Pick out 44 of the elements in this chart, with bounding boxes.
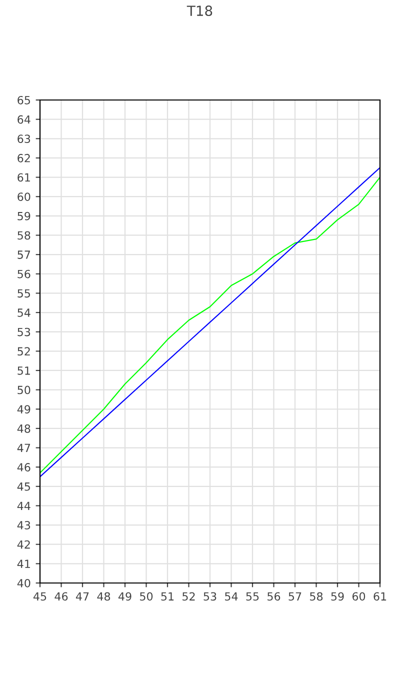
y-tick-label: 50 bbox=[18, 386, 30, 394]
x-tick-label: 56 bbox=[268, 592, 280, 601]
y-tick-label: 42 bbox=[17, 540, 30, 549]
y-tick-label: 53 bbox=[18, 328, 30, 336]
y-tick-label: 58 bbox=[18, 231, 30, 240]
y-tick-label: 45 bbox=[17, 482, 30, 491]
x-tick-label: 53 bbox=[204, 592, 216, 601]
y-tick-label: 59 bbox=[18, 212, 30, 220]
y-tick-label: 62 bbox=[18, 154, 30, 162]
x-tick-label: 59 bbox=[331, 592, 344, 601]
y-tick-label: 47 bbox=[17, 444, 30, 452]
y-tick-label: 52 bbox=[18, 347, 30, 356]
y-tick-label: 61 bbox=[18, 173, 30, 182]
y-tick-label: 60 bbox=[18, 192, 30, 201]
chart-title: T18 bbox=[186, 6, 212, 16]
x-tick-label: 50 bbox=[140, 592, 153, 601]
y-tick-label: 64 bbox=[18, 115, 30, 124]
y-tick-label: 40 bbox=[17, 578, 30, 588]
x-tick-label: 57 bbox=[288, 592, 302, 601]
y-tick-label: 44 bbox=[17, 502, 30, 510]
y-tick-label: 43 bbox=[17, 521, 30, 530]
x-tick-label: 45 bbox=[33, 592, 46, 601]
y-tick-label: 65 bbox=[18, 96, 30, 104]
x-tick-label: 58 bbox=[310, 592, 323, 601]
x-tick-label: 49 bbox=[118, 592, 132, 601]
y-tick-label: 48 bbox=[17, 424, 30, 433]
y-tick-label: 55 bbox=[18, 289, 30, 298]
y-tick-label: 57 bbox=[18, 250, 30, 259]
x-tick-label: 52 bbox=[182, 592, 195, 601]
x-tick-label: 47 bbox=[76, 592, 89, 600]
y-tick-label: 49 bbox=[17, 405, 30, 414]
x-tick-label: 55 bbox=[246, 592, 259, 601]
x-tick-label: 46 bbox=[54, 592, 68, 601]
x-tick-label: 60 bbox=[352, 592, 366, 601]
y-tick-label: 46 bbox=[17, 463, 30, 472]
x-tick-label: 61 bbox=[374, 592, 386, 601]
x-tick-label: 51 bbox=[161, 592, 174, 601]
y-tick-label: 56 bbox=[18, 270, 30, 278]
x-tick-label: 48 bbox=[97, 592, 110, 601]
y-tick-label: 41 bbox=[17, 560, 30, 568]
y-tick-label: 54 bbox=[18, 308, 30, 317]
y-tick-label: 51 bbox=[18, 366, 30, 375]
y-tick-label: 63 bbox=[18, 134, 30, 144]
x-tick-label: 54 bbox=[225, 592, 238, 601]
